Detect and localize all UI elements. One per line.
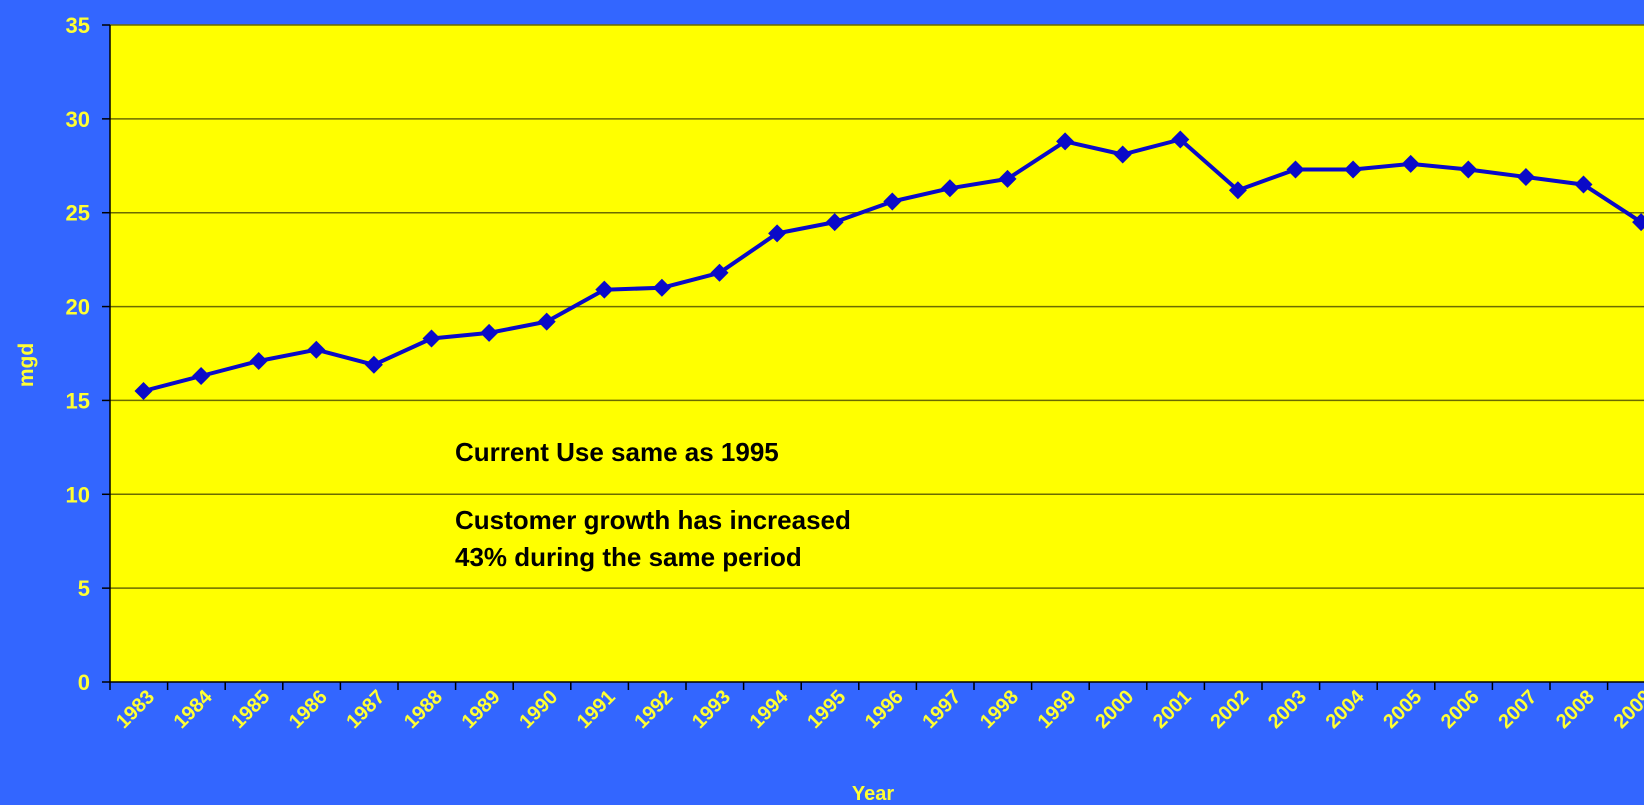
gridlines: [110, 24, 1644, 589]
data-point: [1228, 181, 1247, 200]
x-tick-label: 1997: [918, 686, 965, 733]
x-tick-label: 2005: [1379, 686, 1426, 733]
annotation-current-use: Current Use same as 1995: [455, 437, 779, 467]
series-group: [134, 130, 1644, 401]
x-tick-label: 2000: [1091, 686, 1138, 733]
x-tick-label: 2002: [1206, 686, 1253, 733]
data-point: [1401, 154, 1420, 173]
y-tick-label: 0: [78, 670, 90, 695]
data-point: [1574, 175, 1593, 194]
x-tick-label: 2006: [1437, 686, 1484, 733]
data-point: [422, 329, 441, 348]
plot-area: [110, 25, 1644, 682]
x-tick-label: 1985: [227, 686, 274, 733]
x-tick-label: 1998: [976, 686, 1023, 733]
x-tick-label: 1987: [342, 686, 389, 733]
data-point: [134, 382, 153, 401]
data-point: [1113, 145, 1132, 164]
x-tick-label: 2008: [1552, 686, 1599, 733]
y-tick-label: 15: [66, 388, 90, 413]
data-point: [307, 340, 326, 359]
data-point: [1171, 130, 1190, 149]
x-tick-label: 2001: [1149, 686, 1196, 733]
y-tick-label: 20: [66, 295, 90, 320]
data-point: [249, 352, 268, 371]
data-point: [1459, 160, 1478, 179]
y-tick-label: 35: [66, 13, 90, 38]
data-point: [595, 280, 614, 299]
x-tick-label: 1991: [573, 686, 620, 733]
y-tick-label: 10: [66, 482, 90, 507]
x-tick-label: 1995: [803, 686, 850, 733]
x-tick-label: 1996: [861, 686, 908, 733]
x-tick-label: 1992: [630, 686, 677, 733]
x-tick-label: 1988: [400, 686, 447, 733]
x-tick-label: 1986: [285, 686, 332, 733]
annotation-customer-growth: Customer growth has increased: [455, 505, 851, 535]
data-point: [192, 367, 211, 386]
y-tick-label: 25: [66, 201, 90, 226]
x-tick-label: 2007: [1494, 686, 1541, 733]
x-tick-label: 1989: [458, 686, 505, 733]
data-point: [364, 355, 383, 374]
x-tick-label: 1993: [688, 686, 735, 733]
data-point: [883, 192, 902, 211]
data-point: [1286, 160, 1305, 179]
data-point: [825, 213, 844, 232]
y-axis-title: mgd: [15, 343, 38, 387]
x-axis-title: Year: [852, 783, 894, 805]
x-tick-label: 2004: [1322, 685, 1370, 733]
x-tick-label: 1990: [515, 686, 562, 733]
x-tick-label: 2009: [1610, 686, 1644, 733]
data-point: [480, 323, 499, 342]
data-point: [652, 278, 671, 297]
data-point: [1344, 160, 1363, 179]
data-point: [1056, 132, 1075, 151]
y-tick-label: 30: [66, 107, 90, 132]
data-point: [710, 263, 729, 282]
x-tick-label: 1999: [1034, 686, 1081, 733]
x-axis-ticks: 1983 1984 1985 1986 1987 1988 1989 1990 1991 1992…: [109, 682, 1644, 733]
x-tick-label: 1994: [746, 685, 794, 733]
data-point: [768, 224, 787, 243]
y-axis-ticks: 0 5 10 15 20 25 30 35: [66, 13, 110, 695]
data-point: [998, 169, 1017, 188]
x-tick-label: 2003: [1264, 686, 1311, 733]
data-point: [537, 312, 556, 331]
data-point: [940, 179, 959, 198]
x-tick-label: 1984: [170, 685, 218, 733]
annotation-growth-period: 43% during the same period: [455, 542, 802, 572]
data-point: [1632, 213, 1644, 232]
data-point: [1516, 168, 1535, 187]
y-tick-label: 5: [78, 576, 90, 601]
x-tick-label: 1983: [112, 686, 159, 733]
